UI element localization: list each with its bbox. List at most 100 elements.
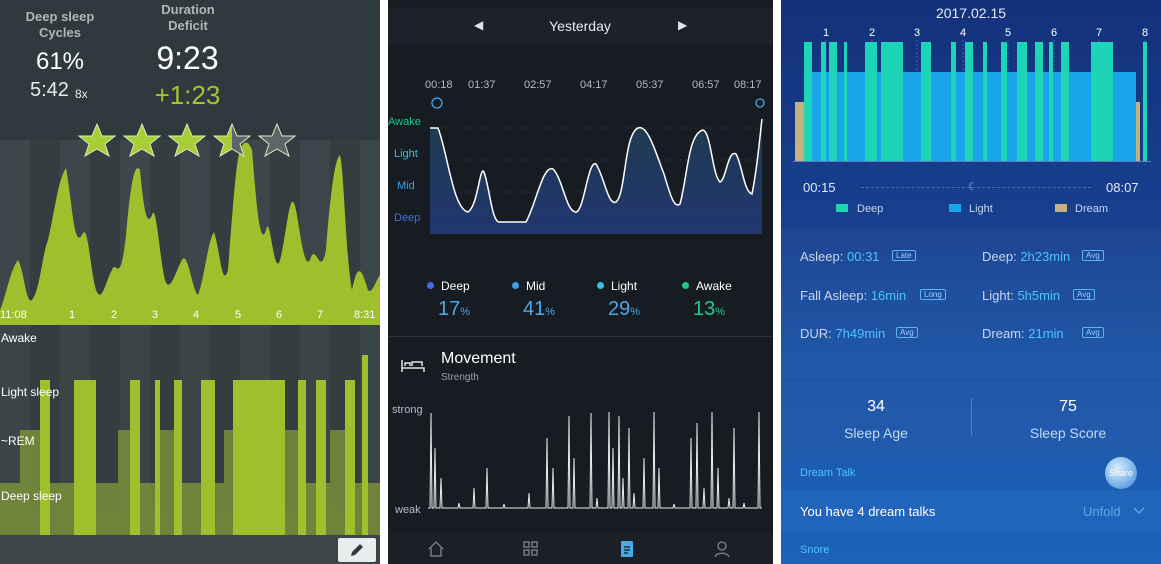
light-dot-icon [597, 282, 604, 289]
axis-tick: 1 [69, 309, 76, 321]
dream-talk-label: Dream Talk [800, 467, 856, 479]
stage-label-light: Light sleep [1, 385, 60, 399]
star-icon[interactable] [168, 122, 206, 158]
status-badge: Avg [1082, 250, 1104, 261]
sleep-stage-curve [430, 97, 765, 234]
next-day-icon[interactable]: ▶ [678, 18, 688, 32]
sleep-score-label: Sleep Score [1029, 425, 1107, 441]
dream-talks-row[interactable] [781, 490, 1161, 532]
stat-value: 13% [693, 298, 726, 320]
sleep-duration: 5:42 [30, 79, 69, 101]
time-label: 02:57 [524, 79, 552, 91]
snore-label: Snore [800, 544, 830, 556]
stat-name: Mid [526, 279, 546, 293]
sleep-age-label: Sleep Age [844, 425, 908, 441]
stat-name: Light [611, 279, 638, 293]
stage-label-rem: ~REM [1, 434, 35, 448]
hour-tick: 2 [869, 27, 876, 39]
stat-value: 17% [438, 298, 471, 320]
divider [971, 398, 972, 436]
duration-row: DUR: 7h49min [800, 326, 886, 341]
divider [388, 336, 773, 337]
date-nav-bar [388, 8, 773, 44]
deep-sleep-percent: 61% [35, 48, 85, 75]
prev-day-icon[interactable]: ◀ [474, 18, 484, 32]
hour-tick: 5 [1005, 27, 1012, 39]
star-icon[interactable] [123, 122, 161, 158]
sleep-score-value: 75 [1059, 398, 1077, 415]
stat-value: 29% [608, 298, 641, 320]
hour-tick: 3 [914, 27, 921, 39]
dream-talk-header [781, 460, 1161, 490]
fall-asleep-row: Fall Asleep: 16min [800, 288, 907, 303]
end-time: 08:07 [1106, 180, 1139, 195]
axis-tick: 3 [152, 309, 159, 321]
bottom-nav [388, 532, 773, 564]
star-icon[interactable] [78, 122, 116, 158]
axis-tick: 7 [317, 309, 324, 321]
time-label: 05:37 [636, 79, 664, 91]
weak-label: weak [395, 504, 421, 516]
share-button[interactable]: Share [1105, 457, 1137, 489]
profile-icon[interactable] [713, 540, 731, 558]
moon-icon: ☾ [968, 181, 978, 193]
deficit-delta: +1:23 [154, 80, 221, 110]
legend-swatch-deep [836, 204, 848, 212]
axis-tick: 6 [276, 309, 283, 321]
legend-label: Light [969, 203, 993, 215]
unfold-link[interactable]: Unfold [1083, 504, 1121, 519]
sleep-cycles-panel: Deep sleep Cycles 61% 5:42 8x Duration D… [0, 0, 380, 564]
stage-label-deep: Deep [394, 212, 421, 224]
sleep-activity-graph [0, 140, 380, 330]
deficit-time: 9:23 [156, 40, 219, 76]
light-row: Light: 5h5min [982, 288, 1061, 303]
stage-label-mid: Mid [397, 180, 415, 192]
dream-row: Dream: 21min [982, 326, 1064, 341]
home-icon[interactable] [427, 540, 445, 558]
axis-tick: 2 [111, 309, 118, 321]
stage-label-awake: Awake [388, 116, 421, 128]
stat-value: 41% [523, 298, 556, 320]
sleep-stage-bars [793, 40, 1151, 165]
status-badge: Long [920, 289, 946, 300]
stage-label-deep: Deep sleep [1, 489, 62, 503]
hour-tick: 7 [1096, 27, 1103, 39]
half-star-icon[interactable] [213, 122, 251, 158]
status-badge: Avg [1082, 327, 1104, 338]
status-badge: Late [892, 250, 916, 261]
report-icon[interactable] [618, 540, 636, 558]
deep-row: Deep: 2h23min [982, 249, 1071, 264]
sleep-summary-panel: 2017.02.15 1 2 3 4 5 6 7 8 00:15 ☾ [781, 0, 1161, 564]
axis-tick: 8:31 [354, 309, 376, 321]
status-badge: Avg [1073, 289, 1095, 300]
day-label: Yesterday [549, 18, 611, 34]
movement-title: Movement [441, 350, 516, 367]
stat-name: Deep [441, 279, 470, 293]
sleep-report-panel: ◀ Yesterday ▶ 00:18 01:37 02:57 04:17 05… [388, 0, 773, 564]
cycle-count: 8x [75, 87, 88, 101]
axis-tick: 11:08 [0, 309, 27, 321]
hour-tick: 8 [1142, 27, 1149, 39]
legend-swatch-light [949, 204, 961, 212]
time-label: 00:18 [425, 79, 453, 91]
snore-header [781, 532, 1161, 564]
hour-tick: 6 [1051, 27, 1058, 39]
movement-subtitle: Strength [441, 372, 479, 383]
edit-button[interactable] [338, 538, 376, 562]
stage-label-light: Light [394, 148, 418, 160]
chevron-down-icon[interactable] [1132, 505, 1146, 517]
date-label: 2017.02.15 [935, 5, 1007, 21]
stage-label-awake: Awake [1, 331, 37, 345]
time-label: 04:17 [580, 79, 608, 91]
empty-star-icon[interactable] [258, 122, 296, 158]
strong-label: strong [392, 404, 423, 416]
time-label: 08:17 [734, 79, 762, 91]
dream-talks-text: You have 4 dream talks [800, 504, 936, 519]
hypnogram [0, 325, 380, 535]
deep-sleep-cycles-label: Deep sleep Cycles [25, 9, 95, 40]
bottom-bar [0, 535, 380, 564]
grid-icon[interactable] [522, 540, 540, 558]
legend-label: Dream [1075, 203, 1109, 215]
awake-dot-icon [682, 282, 689, 289]
deep-dot-icon [427, 282, 434, 289]
